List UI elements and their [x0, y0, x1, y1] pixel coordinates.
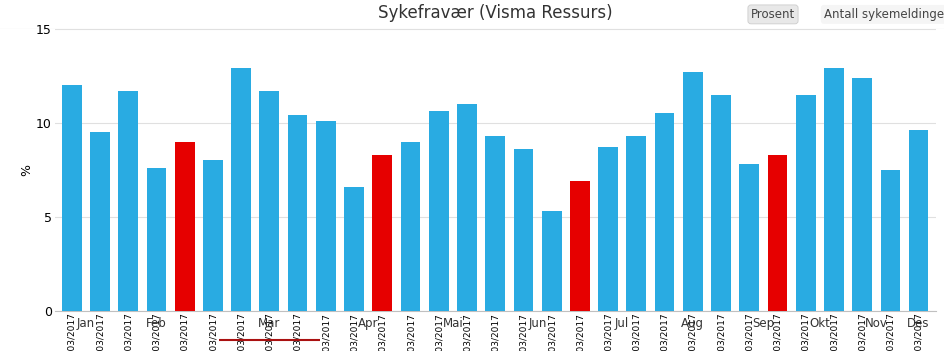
Bar	[683, 72, 702, 311]
Bar	[767, 155, 786, 311]
Bar	[146, 168, 166, 311]
Text: Des: Des	[906, 317, 929, 330]
Text: Apr: Apr	[358, 317, 378, 330]
Text: Jul: Jul	[615, 317, 629, 330]
Bar	[569, 181, 589, 311]
Title: Sykefravær (Visma Ressurs): Sykefravær (Visma Ressurs)	[378, 4, 612, 22]
Bar	[429, 112, 448, 311]
Text: Nov: Nov	[864, 317, 886, 330]
Bar	[344, 187, 363, 311]
Text: Okt: Okt	[808, 317, 830, 330]
Bar	[738, 164, 758, 311]
Y-axis label: %: %	[21, 164, 33, 176]
Bar	[457, 104, 477, 311]
Bar	[485, 136, 504, 311]
Bar	[315, 121, 335, 311]
Bar	[513, 149, 532, 311]
Bar	[795, 94, 815, 311]
Bar	[400, 141, 420, 311]
Bar	[654, 113, 674, 311]
Text: Antall sykemeldinger: Antall sykemeldinger	[823, 8, 944, 21]
Text: Prosent: Prosent	[750, 8, 794, 21]
Bar	[711, 94, 730, 311]
Bar	[908, 130, 928, 311]
Text: Mar: Mar	[258, 317, 280, 330]
Bar	[203, 160, 223, 311]
Bar	[372, 155, 392, 311]
Bar	[880, 170, 900, 311]
Text: Mai: Mai	[442, 317, 463, 330]
Text: Aug: Aug	[681, 317, 703, 330]
Bar	[61, 85, 81, 311]
Bar	[541, 211, 561, 311]
Text: Feb: Feb	[146, 317, 167, 330]
Bar	[598, 147, 617, 311]
Text: Sep: Sep	[751, 317, 773, 330]
Text: Jan: Jan	[76, 317, 94, 330]
Bar	[823, 68, 843, 311]
Text: Jun: Jun	[528, 317, 547, 330]
Bar	[260, 91, 278, 311]
Bar	[118, 91, 138, 311]
Bar	[231, 68, 251, 311]
Bar	[287, 115, 307, 311]
Bar	[851, 78, 871, 311]
Bar	[175, 141, 194, 311]
Bar	[90, 132, 110, 311]
Bar	[626, 136, 646, 311]
